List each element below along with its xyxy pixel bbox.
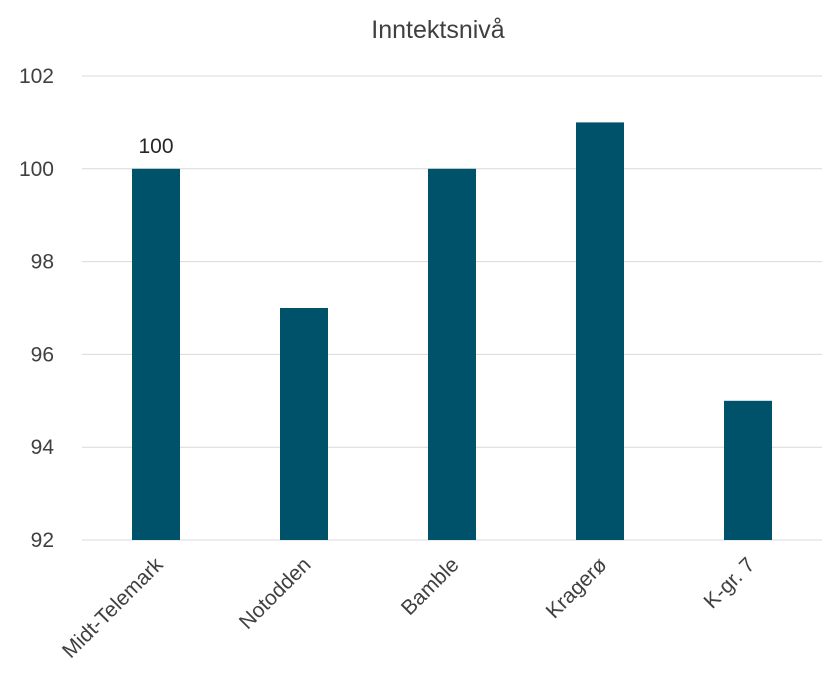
- bar: [280, 308, 328, 540]
- bar: [132, 168, 180, 541]
- x-category-label: Kragerø: [542, 553, 612, 623]
- x-category-label: Bamble: [397, 553, 464, 620]
- x-axis-categories: Midt-Telemark Notodden Bamble Kragerø K-gr. …: [58, 553, 760, 663]
- data-label: 100: [138, 135, 173, 158]
- chart-title: Inntektsnivå: [371, 16, 505, 44]
- bar: [576, 122, 624, 541]
- y-tick-label: 102: [19, 65, 54, 88]
- y-tick-label: 100: [19, 158, 54, 181]
- y-axis-ticks: 92 94 96 98 100 102: [19, 65, 54, 552]
- y-tick-label: 96: [31, 343, 54, 366]
- x-category-label: Midt-Telemark: [58, 553, 168, 663]
- x-category-label: K-gr. 7: [700, 553, 760, 613]
- data-labels: 100: [138, 135, 173, 158]
- bars: [132, 122, 772, 541]
- bar: [428, 168, 476, 541]
- y-tick-label: 92: [31, 529, 54, 552]
- y-tick-label: 98: [31, 251, 54, 274]
- x-category-label: Notodden: [235, 553, 316, 634]
- y-tick-label: 94: [31, 436, 55, 459]
- bar: [724, 400, 772, 540]
